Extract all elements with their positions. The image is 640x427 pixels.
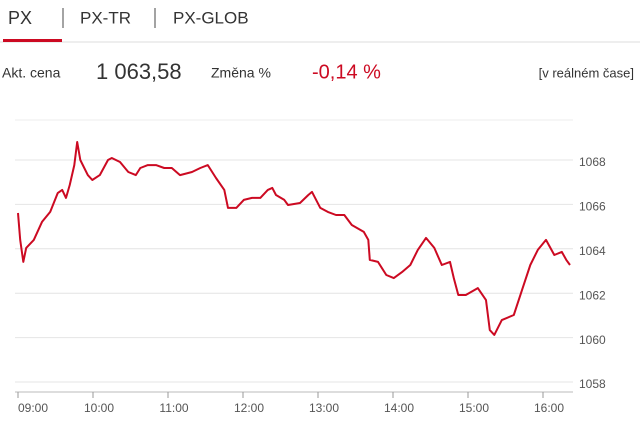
x-tick-label: 09:00 — [18, 401, 48, 415]
y-tick-label: 1066 — [579, 200, 606, 214]
active-tab-underline — [3, 39, 62, 42]
x-tick-label: 12:00 — [234, 401, 264, 415]
change-label: Změna % — [211, 65, 271, 81]
x-tick-label: 11:00 — [159, 401, 188, 415]
x-tick-label: 14:00 — [384, 401, 414, 415]
price-label: Akt. cena — [2, 65, 61, 81]
price: 1 063,58 — [96, 59, 182, 84]
change: -0,14 % — [312, 61, 381, 83]
price-line — [17, 141, 571, 336]
y-tick-label: 1058 — [579, 377, 606, 391]
y-tick-label: 1068 — [579, 155, 606, 169]
x-tick-label: 10:00 — [84, 401, 114, 415]
x-tick-label: 16:00 — [534, 401, 564, 415]
tab[interactable]: PX — [8, 8, 32, 28]
x-tick-label: 15:00 — [459, 401, 489, 415]
y-tick-label: 1064 — [579, 244, 606, 258]
tab[interactable]: PX-GLOB — [173, 8, 249, 27]
y-tick-label: 1062 — [579, 288, 606, 302]
tab[interactable]: PX-TR — [80, 8, 131, 27]
realtime-note: [v reálném čase] — [539, 65, 634, 80]
y-tick-label: 1060 — [579, 333, 606, 347]
x-tick-label: 13:00 — [309, 401, 339, 415]
